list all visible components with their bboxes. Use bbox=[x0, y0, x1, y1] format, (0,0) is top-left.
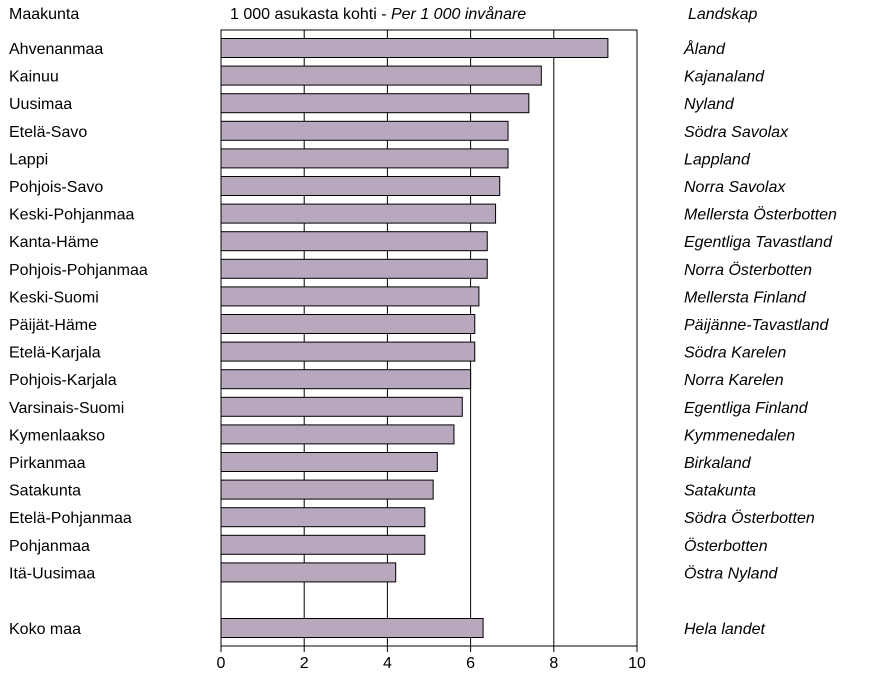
region-bar bbox=[220, 424, 455, 445]
region-label-fi: Pirkanmaa bbox=[9, 455, 86, 472]
region-bar bbox=[220, 203, 497, 224]
region-label-sv: Östra Nyland bbox=[684, 564, 778, 582]
region-label-sv: Birkaland bbox=[684, 455, 752, 472]
region-label-fi: Satakunta bbox=[9, 483, 81, 500]
region-bar bbox=[220, 286, 480, 307]
total-label-sv: Hela landet bbox=[684, 621, 766, 638]
region-label-sv: Kymmenedalen bbox=[684, 427, 795, 444]
region-bar bbox=[220, 396, 463, 417]
region-label-fi: Kanta-Häme bbox=[9, 234, 99, 251]
region-bar bbox=[220, 38, 609, 58]
total-bar bbox=[220, 618, 484, 638]
region-label-sv: Södra Österbotten bbox=[684, 509, 815, 527]
header-region-fi: Maakunta bbox=[9, 6, 80, 23]
region-label-sv: Åland bbox=[683, 39, 726, 58]
region-label-fi: Varsinais-Suomi bbox=[9, 400, 124, 417]
region-label-sv: Egentliga Tavastland bbox=[684, 234, 833, 251]
chart-title: 1 000 asukasta kohti - Per 1 000 invånar… bbox=[230, 6, 526, 24]
region-label-sv: Mellersta Finland bbox=[684, 289, 807, 306]
region-label-sv: Päijänne-Tavastland bbox=[684, 317, 830, 334]
region-bar bbox=[220, 479, 434, 500]
region-label-fi: Päijät-Häme bbox=[9, 317, 97, 334]
region-label-fi: Etelä-Savo bbox=[9, 124, 87, 141]
region-label-sv: Norra Österbotten bbox=[684, 261, 812, 279]
region-bar bbox=[220, 148, 509, 169]
region-label-fi: Pohjois-Karjala bbox=[9, 372, 117, 389]
x-tick-label: 8 bbox=[549, 655, 558, 672]
region-label-sv: Mellersta Österbotten bbox=[684, 206, 837, 224]
region-bar bbox=[220, 507, 426, 528]
region-label-sv: Österbotten bbox=[684, 537, 768, 555]
region-label-fi: Etelä-Pohjanmaa bbox=[9, 510, 132, 527]
region-label-fi: Kainuu bbox=[9, 69, 59, 86]
x-tick-label: 10 bbox=[628, 655, 646, 672]
region-label-sv: Södra Savolax bbox=[684, 124, 789, 141]
region-label-fi: Keski-Suomi bbox=[9, 289, 99, 306]
region-label-sv: Norra Savolax bbox=[684, 179, 786, 196]
region-label-fi: Pohjois-Savo bbox=[9, 179, 103, 196]
region-bar bbox=[220, 341, 476, 362]
region-bar bbox=[220, 93, 530, 114]
x-tick-label: 2 bbox=[300, 655, 309, 672]
region-bar bbox=[220, 314, 476, 334]
region-label-sv: Nyland bbox=[684, 96, 735, 113]
total-label-fi: Koko maa bbox=[9, 621, 81, 638]
region-bar bbox=[220, 534, 426, 555]
region-label-fi: Etelä-Karjala bbox=[9, 345, 101, 362]
region-label-fi: Uusimaa bbox=[9, 96, 72, 113]
region-bar bbox=[220, 120, 509, 141]
x-tick-label: 6 bbox=[466, 655, 475, 672]
region-label-fi: Kymenlaakso bbox=[9, 427, 105, 444]
region-bar bbox=[220, 258, 488, 279]
x-tick-label: 4 bbox=[383, 655, 392, 672]
region-label-sv: Lappland bbox=[684, 151, 751, 168]
region-label-fi: Keski-Pohjanmaa bbox=[9, 207, 135, 224]
region-label-fi: Pohjanmaa bbox=[9, 538, 90, 555]
region-label-sv: Kajanaland bbox=[684, 69, 765, 86]
region-label-fi: Pohjois-Pohjanmaa bbox=[9, 262, 148, 279]
region-label-sv: Egentliga Finland bbox=[684, 400, 809, 417]
chart-title-sv: Per 1 000 invånare bbox=[390, 6, 527, 23]
region-label-fi: Ahvenanmaa bbox=[9, 41, 103, 58]
region-label-sv: Satakunta bbox=[684, 483, 756, 500]
region-bar bbox=[220, 369, 472, 390]
x-tick-label: 0 bbox=[217, 655, 226, 672]
plot-frame bbox=[220, 29, 638, 647]
chart-title-fi: 1 000 asukasta kohti - bbox=[230, 6, 391, 23]
region-bar bbox=[220, 176, 501, 196]
header-region-sv: Landskap bbox=[688, 6, 758, 23]
region-label-fi: Lappi bbox=[9, 151, 48, 168]
region-bar bbox=[220, 452, 438, 472]
region-bar bbox=[220, 562, 397, 583]
region-label-fi: Itä-Uusimaa bbox=[9, 565, 95, 582]
region-bar bbox=[220, 231, 488, 252]
region-bar bbox=[220, 65, 542, 86]
region-label-sv: Norra Karelen bbox=[684, 372, 784, 389]
region-label-sv: Södra Karelen bbox=[684, 345, 786, 362]
